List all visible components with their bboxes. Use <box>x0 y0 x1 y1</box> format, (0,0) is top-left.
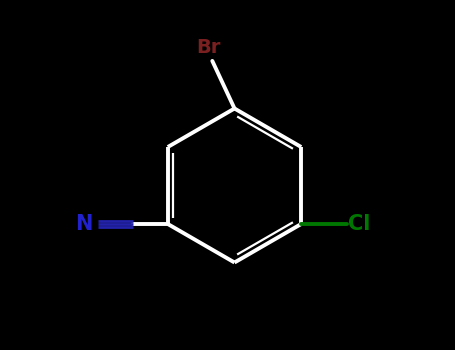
Text: Cl: Cl <box>349 214 371 234</box>
Text: N: N <box>75 214 92 234</box>
Text: Br: Br <box>197 38 221 57</box>
